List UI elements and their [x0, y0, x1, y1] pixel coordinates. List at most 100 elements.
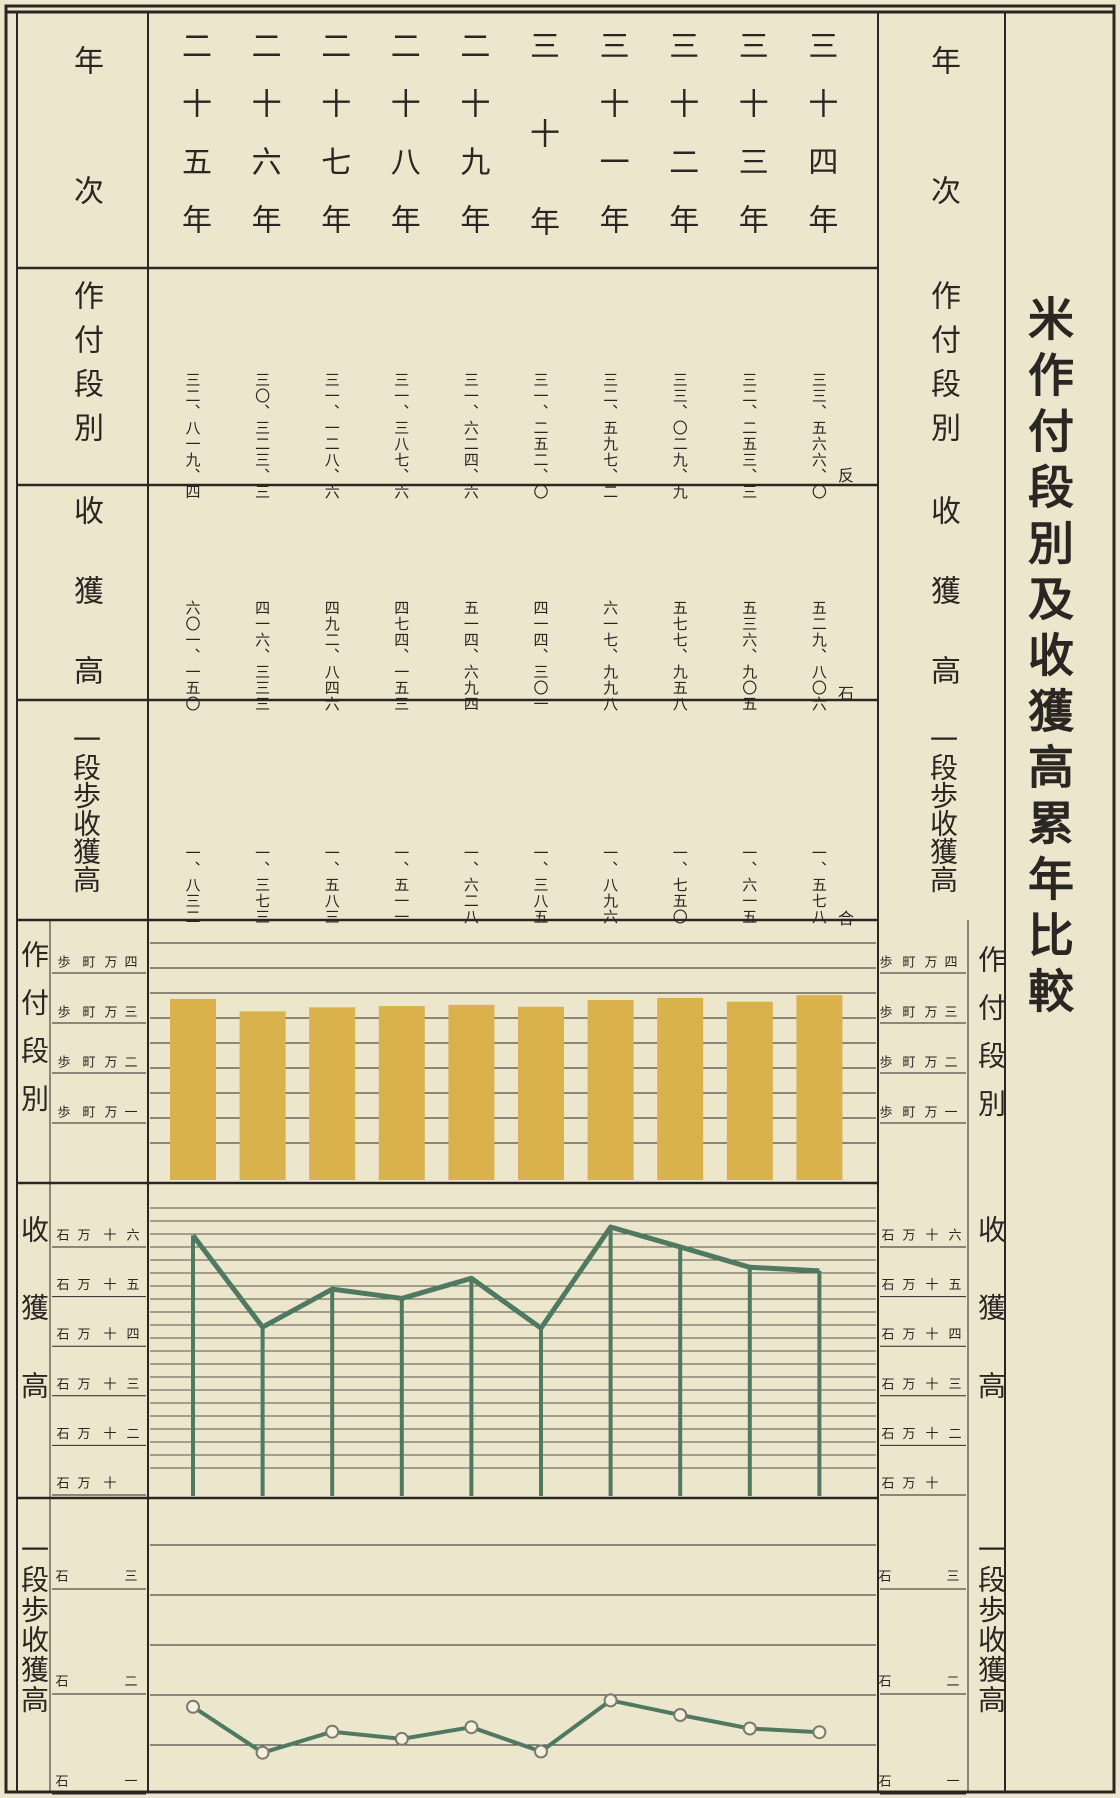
area-tick-unit-left: 町: [82, 1106, 95, 1121]
harvest-tick-num-right: 四: [948, 1328, 961, 1343]
harvest-tick-num-left: 二: [126, 1427, 139, 1442]
per-tan-point-3: [394, 1731, 409, 1746]
per-tan-point-8: [742, 1721, 757, 1736]
area-value-5: 三一、二五二、〇: [531, 372, 550, 500]
area-tick-unit-left: 町: [82, 956, 95, 971]
per-tan-tick-unit-left: 石: [55, 1775, 68, 1790]
harvest-tick-unit-right: 万: [902, 1427, 915, 1442]
per-tan-value-7: 一、七五〇: [670, 845, 689, 925]
year-header-7: 三十二年: [663, 30, 699, 262]
area-tick-unit-left: 町: [82, 1006, 95, 1021]
harvest-tick-unit-left: 十: [103, 1328, 116, 1343]
per-tan-series-line: [191, 1698, 820, 1755]
area-bar-1: [239, 1011, 286, 1180]
area-bar-4: [448, 1004, 495, 1180]
per-tan-value-4: 一、六二八: [461, 845, 480, 925]
area-value-8: 三二、二五三、三: [740, 372, 759, 500]
year-header-8: 三十三年: [732, 30, 768, 262]
area-tick-unit-left: 歩: [57, 956, 70, 971]
area-bar-0: [170, 998, 216, 1180]
harvest-tick-num-right: 五: [948, 1278, 961, 1293]
harvest-tick-unit-right: 石: [881, 1328, 894, 1343]
harvest-tick-unit-right: 万: [902, 1229, 915, 1244]
harvest-tick-unit-right: 万: [902, 1278, 915, 1293]
area-tick-unit-right: 万: [924, 1056, 937, 1071]
per-tan-chart-label-left: 一段歩收獲高: [17, 1535, 50, 1715]
area-tick-num-right: 四: [944, 956, 957, 971]
year-header-9: 三十四年: [802, 30, 838, 262]
per-tan-point-6: [603, 1693, 618, 1708]
chart-title: 米作付段別及收獲高累年比較: [1021, 295, 1075, 1023]
per-tan-unit: 合: [838, 909, 855, 928]
per-tan-tick-num-left: 二: [124, 1675, 137, 1690]
year-header-6: 三十一年: [593, 30, 629, 262]
harvest-tick-unit-right: 万: [902, 1377, 915, 1392]
area-tick-unit-right: 歩: [879, 1006, 892, 1021]
per-tan-tick-num-right: 三: [946, 1570, 959, 1585]
area-tick-unit-left: 歩: [57, 1106, 70, 1121]
harvest-tick-unit-right: 十: [925, 1229, 938, 1244]
area-unit: 反: [838, 466, 855, 485]
per-tan-point-4: [464, 1720, 479, 1735]
area-chart-label-right: 作付段別: [974, 945, 1007, 1137]
harvest-tick-unit-left: 石: [56, 1278, 69, 1293]
harvest-tick-unit-left: 万: [77, 1229, 90, 1244]
per-tan-tick-num-left: 一: [124, 1775, 137, 1790]
area-bar-5: [518, 1006, 564, 1180]
harvest-tick-unit-left: 万: [77, 1427, 90, 1442]
harvest-chart-label-right: 收獲高: [974, 1215, 1007, 1449]
area-tick-unit-left: 歩: [57, 1006, 70, 1021]
area-bar-2: [309, 1007, 356, 1180]
harvest-tick-num-right: 二: [948, 1427, 961, 1442]
per-tan-value-1: 一、三七三: [253, 845, 272, 925]
year-label-left: 年次: [68, 45, 103, 305]
area-tick-unit-right: 歩: [879, 956, 892, 971]
area-tick-unit-right: 万: [924, 1106, 937, 1121]
harvest-tick-unit-left: 石: [56, 1427, 69, 1442]
area-value-6: 三二、五九七、二: [601, 372, 620, 500]
per-tan-point-1: [255, 1745, 270, 1760]
per-tan-tick-unit-right: 石: [878, 1570, 891, 1585]
area-chart-label-left: 作付段別: [17, 940, 50, 1132]
harvest-value-3: 四七四、一五三: [392, 600, 411, 712]
harvest-series-line: [191, 1224, 820, 1331]
area-tick-unit-right: 町: [902, 1106, 915, 1121]
area-tick-unit-right: 町: [902, 1056, 915, 1071]
per-tan-tick-unit-right: 石: [878, 1675, 891, 1690]
area-value-7: 三三、〇二九、九: [670, 372, 689, 500]
area-value-9: 三三、五六六、〇: [809, 372, 828, 500]
area-label-left: 作付段別: [68, 280, 103, 456]
year-header-1: 二十六年: [245, 30, 281, 262]
area-value-2: 三一、一二八、六: [322, 372, 341, 500]
area-tick-unit-right: 歩: [879, 1106, 892, 1121]
harvest-tick-unit-left: 十: [103, 1229, 116, 1244]
harvest-tick-unit-left: 万: [77, 1377, 90, 1392]
per-tan-value-9: 一、五七八: [809, 845, 828, 925]
harvest-tick-unit-left: 十: [103, 1477, 116, 1492]
harvest-tick-num-left: 三: [126, 1377, 139, 1392]
harvest-chart-label-left: 收獲高: [17, 1215, 50, 1449]
harvest-value-6: 六一七、九九八: [601, 600, 620, 712]
harvest-tick-unit-right: 石: [881, 1229, 894, 1244]
per-tan-value-2: 一、五八三: [322, 845, 341, 925]
harvest-tick-unit-right: 万: [902, 1477, 915, 1492]
area-value-1: 三〇、三二三、三: [253, 372, 272, 500]
year-header-0: 二十五年: [176, 30, 211, 262]
harvest-tick-num-left: 四: [126, 1328, 139, 1343]
per-tan-point-5: [534, 1744, 548, 1759]
outer-frame: [4, 4, 1116, 1794]
per-tan-point-7: [673, 1708, 688, 1722]
harvest-value-8: 五三六、九〇五: [740, 600, 759, 712]
harvest-value-7: 五七七、九五八: [670, 600, 689, 712]
harvest-unit: 石: [838, 684, 855, 703]
area-tick-num-left: 三: [124, 1006, 137, 1021]
area-label-right: 作付段別: [925, 280, 960, 456]
harvest-tick-unit-left: 十: [103, 1278, 116, 1293]
area-tick-num-right: 一: [944, 1106, 957, 1121]
area-value-4: 三一、六二四、六: [461, 372, 480, 500]
harvest-tick-unit-right: 石: [881, 1377, 894, 1392]
harvest-tick-unit-right: 十: [925, 1427, 938, 1442]
area-tick-unit-left: 歩: [57, 1056, 70, 1071]
harvest-value-9: 五二九、八〇六: [809, 600, 828, 712]
